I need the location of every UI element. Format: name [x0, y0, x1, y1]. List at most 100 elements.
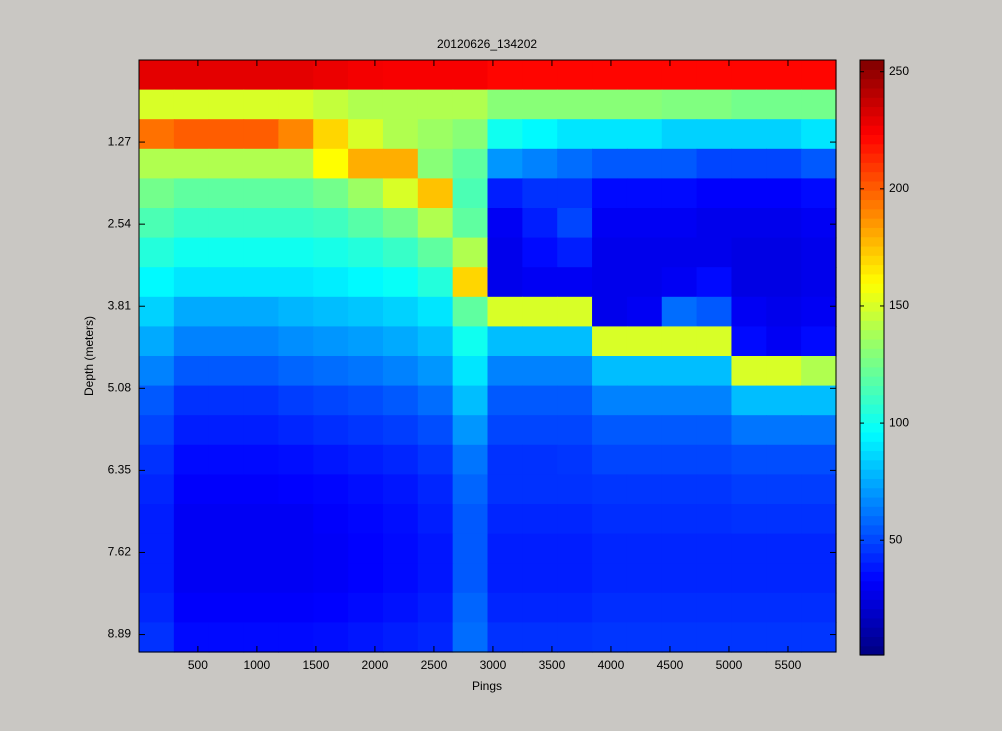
heatmap-cell [522, 237, 558, 268]
heatmap-cell [766, 178, 802, 209]
heatmap-cell [696, 415, 733, 446]
heatmap-cell [208, 267, 245, 298]
heatmap-cell [243, 444, 279, 475]
heatmap-cell [208, 89, 245, 120]
heatmap-cell [173, 592, 210, 623]
heatmap-cell [557, 563, 593, 594]
heatmap-cell [626, 385, 663, 416]
heatmap-cell [452, 326, 489, 357]
heatmap-cell [417, 60, 454, 91]
heatmap-cell [243, 119, 279, 150]
heatmap-cell [522, 119, 558, 150]
colorbar-step [860, 608, 884, 619]
x-tick-label: 1500 [303, 658, 330, 672]
colorbar-step [860, 534, 884, 545]
heatmap-cell [766, 356, 802, 387]
colorbar-step [860, 506, 884, 517]
heatmap-cell [557, 148, 593, 179]
heatmap-cell [417, 504, 454, 535]
y-tick-label: 7.62 [108, 545, 132, 559]
heatmap-cell [278, 89, 314, 120]
heatmap-cell [592, 533, 628, 564]
heatmap-cell [522, 89, 558, 120]
x-axis-label: Pings [472, 679, 502, 693]
heatmap-cell [417, 474, 454, 505]
colorbar-step [860, 218, 884, 228]
heatmap-cell [661, 237, 698, 268]
heatmap-cell [278, 237, 314, 268]
heatmap-cell [278, 356, 314, 387]
heatmap-cell [661, 356, 698, 387]
heatmap-cell [661, 208, 698, 239]
heatmap-cell [139, 296, 175, 327]
heatmap-cell [139, 89, 175, 120]
heatmap-cell [278, 60, 314, 91]
heatmap-cell [452, 356, 489, 387]
heatmap-cell [382, 415, 419, 446]
heatmap-cell [208, 415, 245, 446]
heatmap-cell [661, 474, 698, 505]
heatmap-cell [557, 444, 593, 475]
heatmap-cell [661, 296, 698, 327]
heatmap-cell [766, 267, 802, 298]
heatmap-cell [696, 267, 733, 298]
y-tick-label: 8.89 [108, 627, 132, 641]
heatmap-cell [626, 504, 663, 535]
y-tick-label: 1.27 [108, 134, 132, 148]
heatmap-cell [243, 622, 279, 653]
heatmap-cell [801, 237, 837, 268]
heatmap-cell [208, 148, 245, 179]
heatmap-cell [313, 592, 349, 623]
heatmap-cell [382, 89, 419, 120]
heatmap-cell [522, 622, 558, 653]
heatmap-cell [766, 563, 802, 594]
heatmap-cell [557, 296, 593, 327]
heatmap-cell [382, 148, 419, 179]
heatmap-cell [766, 444, 802, 475]
colorbar-step [860, 143, 884, 154]
heatmap-cell [382, 533, 419, 564]
heatmap-cell [731, 622, 767, 653]
heatmap-cell [592, 415, 628, 446]
heatmap-cell [696, 237, 733, 268]
heatmap-cell [661, 504, 698, 535]
heatmap-cell [661, 267, 698, 298]
x-tick-label: 4500 [657, 658, 684, 672]
heatmap-cell [417, 415, 454, 446]
heatmap-cell [801, 89, 837, 120]
heatmap-cell [313, 178, 349, 209]
heatmap-cell [313, 60, 349, 91]
heatmap-cell [278, 267, 314, 298]
heatmap-cell [557, 89, 593, 120]
heatmap-cell [139, 148, 175, 179]
colorbar-step [860, 301, 884, 312]
heatmap-cell [557, 622, 593, 653]
heatmap-cell [173, 237, 210, 268]
heatmap-cell [661, 385, 698, 416]
heatmap-cell [417, 178, 454, 209]
heatmap-cell [487, 533, 523, 564]
colorbar-step [860, 580, 884, 591]
heatmap-cell [626, 622, 663, 653]
heatmap-cell [348, 444, 384, 475]
heatmap-cell [696, 474, 733, 505]
colorbar-tick-label: 200 [889, 181, 909, 195]
heatmap-cell [522, 415, 558, 446]
heatmap-cell [592, 148, 628, 179]
y-tick-label: 5.08 [108, 380, 132, 394]
heatmap-cell [557, 178, 593, 209]
heatmap-cell [766, 326, 802, 357]
colorbar-step [860, 376, 884, 386]
heatmap-cell [487, 89, 523, 120]
heatmap-cell [208, 474, 245, 505]
heatmap-cell [696, 622, 733, 653]
heatmap-cell [278, 504, 314, 535]
colorbar-step [860, 348, 884, 359]
heatmap-cell [801, 533, 837, 564]
heatmap-cell [278, 119, 314, 150]
heatmap-cell [487, 148, 523, 179]
heatmap-cell [731, 592, 767, 623]
heatmap-cell [661, 119, 698, 150]
heatmap-cell [278, 208, 314, 239]
colorbar-step [860, 543, 884, 554]
